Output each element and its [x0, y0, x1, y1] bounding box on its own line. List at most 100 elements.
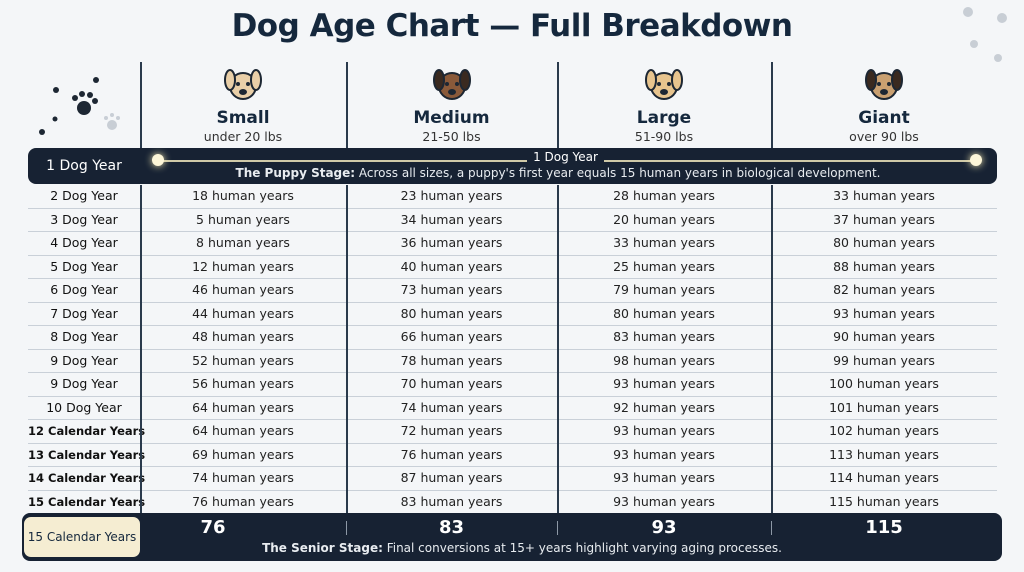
table-cell: 80 human years	[400, 305, 503, 321]
table-row: 4 Dog Year 8 human years 36 human years 33 …	[28, 232, 997, 256]
column-divider	[140, 349, 142, 373]
paw-decoration	[39, 77, 120, 135]
column-divider	[557, 396, 559, 420]
row-label: 14 Calendar Years	[28, 471, 146, 485]
table-cell: 56 human years	[192, 376, 294, 391]
table-cell: 44 human years	[192, 305, 294, 321]
table-cell: 18 human years	[192, 188, 294, 203]
paw-decoration	[963, 7, 1007, 62]
column-divider	[140, 185, 142, 209]
row-label: 7 Dog Year	[50, 305, 118, 321]
column-divider	[771, 467, 773, 491]
footer-label: 15 Calendar Years	[24, 517, 140, 557]
column-weight: under 20 lbs	[203, 129, 283, 144]
column-divider	[140, 420, 142, 444]
column-divider	[346, 185, 348, 209]
table-cell: 70 human years	[400, 376, 503, 391]
table-cell: 99 human years	[833, 352, 935, 368]
table-row: 10 Dog Year 64 human years 74 human years 9…	[28, 396, 997, 420]
footer-band: 15 Calendar Years 76 83 93 115 The Senior S…	[22, 513, 1002, 561]
column-name: Small	[216, 108, 270, 128]
footer-value: 115	[865, 517, 903, 538]
column-divider	[771, 185, 773, 209]
column-divider	[346, 232, 348, 256]
table-cell: 90 human years	[833, 329, 935, 344]
puppy-note: The Puppy Stage: Across all sizes, a pup…	[28, 166, 1024, 180]
column-divider	[140, 373, 142, 397]
column-divider	[771, 443, 773, 467]
column-divider	[140, 467, 142, 491]
column-header: Giant over 90 lbs	[771, 108, 997, 144]
puppy-note-text: Across all sizes, a puppy's first year e…	[355, 166, 881, 180]
table-cell: 92 human years	[613, 399, 715, 415]
column-divider	[771, 302, 773, 326]
row-label: 9 Dog Year	[50, 376, 118, 391]
table-row: 13 Calendar Years 69 human years 76 human …	[28, 443, 997, 467]
row-label: 10 Dog Year	[46, 399, 122, 415]
table-row: 14 Calendar Years 74 human years 87 human …	[28, 467, 997, 491]
puppy-band: 1 Dog Year 1 Dog Year The Puppy Stage: A…	[28, 148, 997, 184]
table-cell: 80 human years	[613, 305, 715, 321]
table-cell: 115 human years	[829, 493, 939, 509]
table-cell: 102 human years	[829, 423, 939, 438]
table-cell: 113 human years	[829, 446, 939, 462]
footer-value: 76	[200, 517, 226, 538]
table-cell: 48 human years	[192, 329, 294, 344]
column-divider	[771, 373, 773, 397]
footer-note-text: Final conversions at 15+ years highlight…	[382, 541, 782, 555]
table-row: 5 Dog Year 12 human years 40 human years 25…	[28, 255, 997, 279]
column-divider	[346, 373, 348, 397]
dog-icon	[865, 69, 903, 100]
row-label: 2 Dog Year	[50, 188, 118, 203]
table-cell: 12 human years	[192, 258, 294, 274]
dog-icon	[224, 69, 262, 100]
column-divider	[557, 232, 559, 256]
column-divider	[346, 255, 348, 279]
table-cell: 93 human years	[613, 446, 715, 462]
column-divider	[771, 62, 773, 184]
column-weight: 21-50 lbs	[422, 129, 481, 144]
row-label: 15 Calendar Years	[28, 494, 146, 509]
table-row: 7 Dog Year 44 human years 80 human years 80…	[28, 302, 997, 326]
row-label: 12 Calendar Years	[28, 424, 146, 438]
table-cell: 88 human years	[833, 258, 935, 274]
column-divider	[140, 208, 142, 232]
column-divider	[771, 279, 773, 303]
table-cell: 78 human years	[400, 352, 503, 368]
column-divider	[771, 349, 773, 373]
table-cell: 5 human years	[196, 211, 290, 227]
table-cell: 46 human years	[192, 282, 294, 297]
column-divider	[140, 232, 142, 256]
row-label: 13 Calendar Years	[28, 447, 146, 462]
column-divider	[771, 490, 773, 514]
column-divider	[140, 326, 142, 350]
column-divider	[557, 420, 559, 444]
table-cell: 69 human years	[192, 446, 294, 462]
column-divider	[557, 467, 559, 491]
table-cell: 64 human years	[192, 423, 294, 438]
column-name: Giant	[858, 108, 910, 128]
table-cell: 33 human years	[833, 188, 935, 203]
column-divider	[771, 420, 773, 444]
table-cell: 76 human years	[400, 446, 503, 462]
row-label: 5 Dog Year	[50, 258, 118, 274]
column-divider	[771, 208, 773, 232]
table-cell: 101 human years	[829, 399, 939, 415]
column-divider	[557, 255, 559, 279]
column-divider	[771, 232, 773, 256]
column-divider	[557, 373, 559, 397]
column-divider	[557, 62, 559, 184]
table-row: 12 Calendar Years 64 human years 72 human …	[28, 420, 997, 444]
table-row: 9 Dog Year 56 human years 70 human years 93…	[28, 373, 997, 397]
footer-note: The Senior Stage: Final conversions at 1…	[22, 541, 1022, 555]
table-cell: 93 human years	[613, 376, 715, 391]
column-divider	[557, 302, 559, 326]
puppy-center-text: 1 Dog Year	[527, 150, 604, 164]
column-divider	[346, 279, 348, 303]
table-cell: 52 human years	[192, 352, 294, 368]
column-name: Large	[636, 108, 692, 128]
column-divider	[346, 208, 348, 232]
column-divider	[346, 420, 348, 444]
table-cell: 93 human years	[613, 423, 715, 438]
table-cell: 93 human years	[833, 305, 935, 321]
